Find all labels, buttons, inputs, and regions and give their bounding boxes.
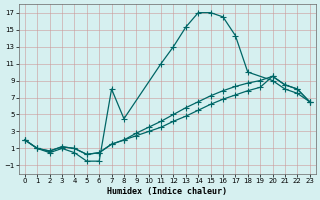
X-axis label: Humidex (Indice chaleur): Humidex (Indice chaleur) <box>107 187 227 196</box>
